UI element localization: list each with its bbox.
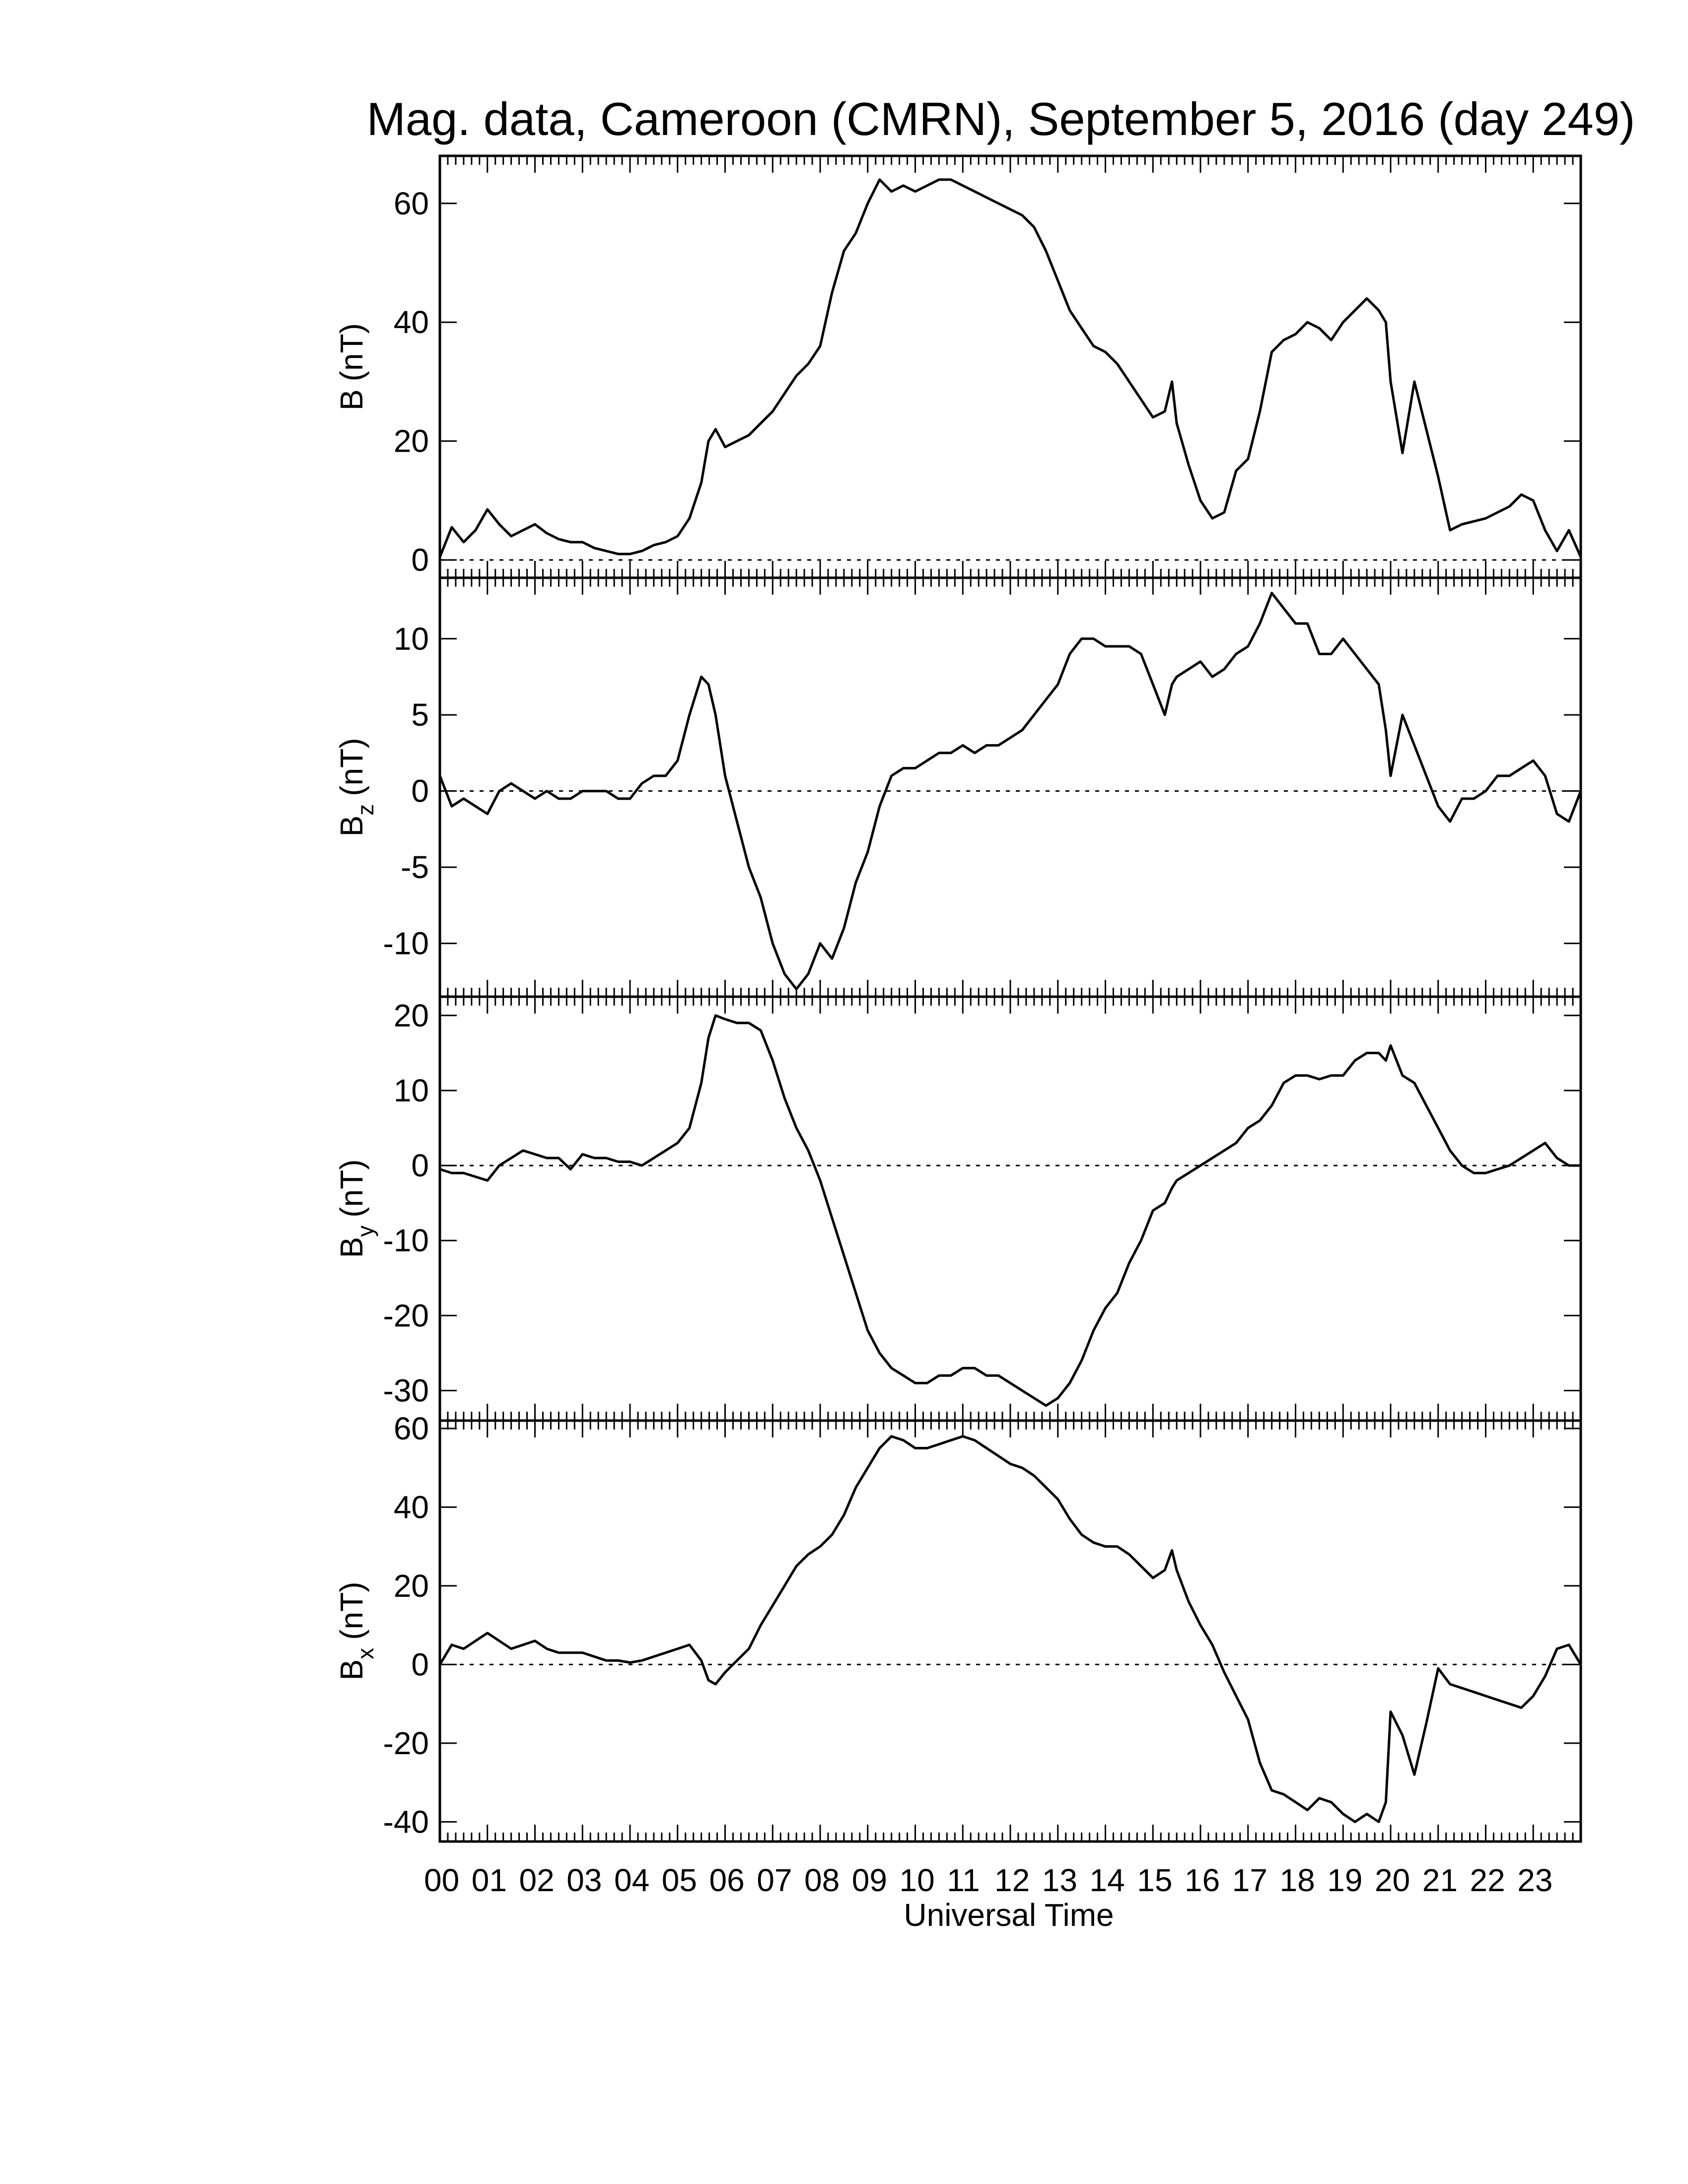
x-tick-label: 15 [1137,1862,1172,1898]
y-tick-label-bz: 10 [394,621,429,657]
y-axis-label-unit-bz: (nT) [334,738,369,796]
x-tick-label: 05 [662,1862,697,1898]
x-tick-label: 23 [1517,1862,1552,1898]
y-tick-label-bz: -10 [383,926,429,961]
y-tick-label-by: 20 [394,998,429,1033]
y-tick-label-by: 0 [411,1148,429,1183]
panels-group: 0 20 40 60 B (nT) -10 -5 0 5 10 Bz (nT) -30 -20 -10 0 10 2… [334,154,1582,1843]
x-tick-label: 10 [900,1862,935,1898]
x-tick-label: 21 [1422,1862,1458,1898]
y-tick-label-bx: 40 [394,1489,429,1525]
x-tick-label: 07 [757,1862,792,1898]
y-tick-label-by: 10 [394,1073,429,1108]
panel-b: 0 20 40 60 B (nT) [334,154,1582,579]
y-axis-label-main-by: B [334,1237,369,1258]
panel-bz: -10 -5 0 5 10 Bz (nT) [334,576,1582,998]
x-tick-label: 01 [472,1862,507,1898]
series-line-b [438,178,1582,558]
panel-by: -30 -20 -10 0 10 20 By (nT) [334,995,1582,1422]
y-axis-label-unit-bx: (nT) [334,1582,369,1640]
y-axis-label-bx: Bx (nT) [334,1582,378,1681]
y-tick-label-bx: 20 [394,1568,429,1604]
y-axis-label-sub-bz: z [352,804,378,816]
y-tick-label-bx: -40 [383,1804,429,1840]
x-tick-label: 14 [1090,1862,1125,1898]
y-tick-label-by: -30 [383,1373,429,1409]
x-axis-label: Universal Time [904,1897,1114,1933]
panel-frame-bx [438,1419,1582,1843]
x-tick-label: 17 [1232,1862,1267,1898]
x-tick-label: 22 [1470,1862,1505,1898]
y-axis-label-unit-by: (nT) [334,1160,369,1218]
x-tick-label: 12 [994,1862,1030,1898]
x-tick-label: 08 [804,1862,840,1898]
y-tick-label-bx: -20 [383,1725,429,1761]
y-tick-label-bz: 5 [411,697,429,733]
y-axis-label-by: By (nT) [334,1160,378,1258]
y-axis-label-sub-by: y [352,1226,378,1237]
y-tick-label-b: 20 [394,423,429,459]
x-tick-label: 03 [566,1862,602,1898]
x-tick-label: 09 [852,1862,887,1898]
series-line-bz [438,592,1582,991]
x-tick-label: 18 [1280,1862,1315,1898]
x-tick-label: 16 [1185,1862,1220,1898]
y-tick-label-b: 40 [394,304,429,340]
x-tick-label: 11 [947,1862,980,1898]
panel-bx: -40 -20 0 20 40 60 Bx (nT) [334,1411,1582,1843]
x-tick-label: 06 [709,1862,745,1898]
y-tick-label-bx: 0 [411,1646,429,1682]
y-tick-label-bz: 0 [411,773,429,809]
y-axis-label-main-bx: B [334,1659,369,1681]
y-tick-label-bx: 60 [394,1411,429,1446]
x-tick-label: 20 [1375,1862,1410,1898]
chart-title: Mag. data, Cameroon (CMRN), September 5,… [367,93,1635,145]
y-tick-label-b: 60 [394,186,429,221]
series-line-bx [438,1435,1582,1823]
y-tick-label-by: -20 [383,1297,429,1333]
x-tick-label: 04 [614,1862,649,1898]
y-axis-label-main-b: B [334,389,369,410]
panel-frame-bz [438,576,1582,998]
x-tick-label: 00 [424,1862,459,1898]
y-tick-label-b: 0 [411,542,429,578]
panel-frame-by [438,995,1582,1422]
y-tick-label-bz: -5 [401,849,429,885]
x-tick-labels: 00 01 02 03 04 05 06 07 08 09 10 11 12 13 14 15 16 17 18 19… [424,1862,1552,1898]
y-axis-label-main-bz: B [334,816,369,837]
panel-frame-b [438,154,1582,579]
x-tick-label: 02 [519,1862,555,1898]
x-tick-label: 13 [1042,1862,1077,1898]
y-tick-label-by: -10 [383,1223,429,1258]
y-axis-label-b: B (nT) [334,323,369,410]
x-tick-label: 19 [1327,1862,1362,1898]
y-axis-label-bz: Bz (nT) [334,738,378,837]
y-axis-label-unit-b: (nT) [334,323,369,381]
y-axis-label-sub-bx: x [352,1648,378,1659]
series-line-by [439,1014,1581,1407]
